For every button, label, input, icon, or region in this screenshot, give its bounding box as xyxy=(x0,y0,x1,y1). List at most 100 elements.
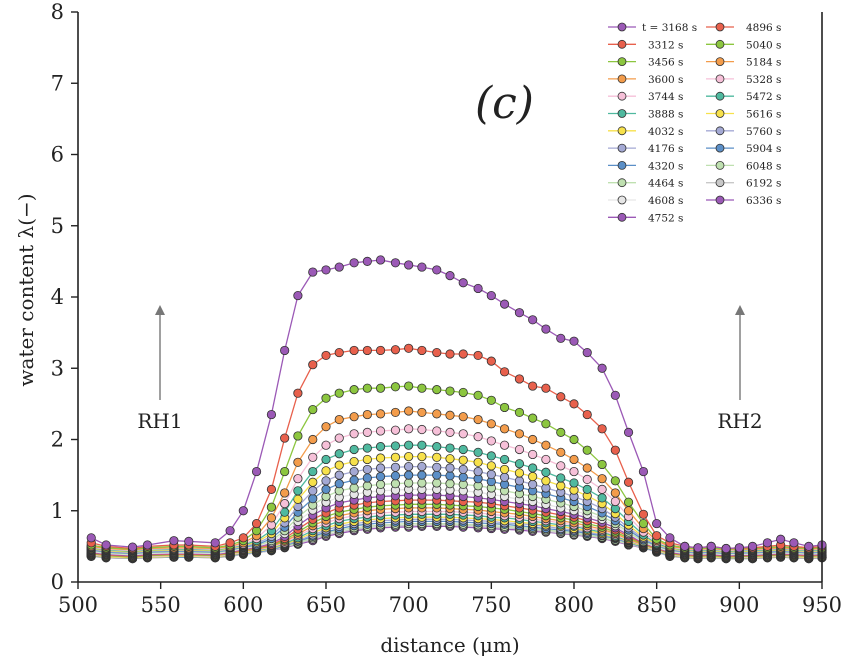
data-point xyxy=(804,541,814,551)
data-point xyxy=(375,255,386,265)
data-point xyxy=(280,488,290,498)
data-point xyxy=(390,407,401,418)
data-point xyxy=(349,385,359,395)
legend-marker xyxy=(715,178,725,188)
legend-marker xyxy=(715,74,725,84)
legend-label: 5472 s xyxy=(746,91,781,103)
annotation-arrow-head xyxy=(735,305,745,315)
data-point xyxy=(514,308,525,318)
data-point xyxy=(514,374,525,384)
series-line xyxy=(91,455,823,553)
data-point xyxy=(556,427,566,437)
data-point xyxy=(514,476,525,486)
data-point xyxy=(610,390,620,400)
legend-marker xyxy=(715,109,725,118)
data-point xyxy=(321,476,331,486)
data-point xyxy=(569,399,579,409)
data-point xyxy=(334,470,344,480)
series-0 xyxy=(86,255,827,554)
annotation-label: RH2 xyxy=(717,409,762,433)
legend-entry: 4608 s xyxy=(608,195,683,207)
data-point xyxy=(514,468,525,478)
annotation-label: RH1 xyxy=(137,409,182,433)
data-point xyxy=(404,381,414,391)
data-point xyxy=(458,455,468,465)
data-point xyxy=(362,345,372,356)
data-point xyxy=(432,452,442,462)
legend-marker xyxy=(617,22,627,32)
y-tick-label: 4 xyxy=(51,285,64,309)
data-point xyxy=(321,422,331,432)
data-point xyxy=(417,461,427,472)
data-point xyxy=(375,471,386,482)
data-point xyxy=(293,457,303,467)
data-point xyxy=(473,350,483,361)
data-point xyxy=(458,464,468,475)
data-point xyxy=(597,424,607,434)
data-point xyxy=(280,466,290,477)
data-point xyxy=(334,262,344,272)
data-point xyxy=(569,336,579,346)
legend-entry: 5184 s xyxy=(706,57,781,69)
data-point xyxy=(582,484,592,494)
legend-label: 5904 s xyxy=(746,143,781,155)
legend-marker xyxy=(617,39,627,49)
data-point xyxy=(417,345,427,356)
legend-label: 5184 s xyxy=(746,57,781,69)
data-point xyxy=(280,499,290,509)
legend-entry: 5040 s xyxy=(706,39,781,51)
data-point xyxy=(404,260,414,270)
legend-entry: 4752 s xyxy=(608,212,683,224)
data-point xyxy=(623,427,634,437)
legend: t = 3168 s 3312 s 3456 s 3600 s 3744 s 3888 s… xyxy=(608,22,781,224)
data-point xyxy=(597,484,607,494)
data-point xyxy=(417,451,427,462)
legend-label: 4320 s xyxy=(648,160,683,172)
data-point xyxy=(445,479,455,489)
data-point xyxy=(556,392,566,402)
legend-label: 4896 s xyxy=(746,22,781,34)
legend-label: 6048 s xyxy=(746,160,781,172)
data-point xyxy=(334,449,344,459)
legend-marker xyxy=(715,160,725,170)
data-point xyxy=(308,477,318,487)
x-tick-label: 650 xyxy=(306,593,346,617)
data-point xyxy=(623,497,634,507)
data-point xyxy=(184,536,194,546)
legend-marker xyxy=(617,74,627,84)
data-point xyxy=(334,347,344,358)
data-point xyxy=(362,383,372,393)
legend-label: 3456 s xyxy=(648,57,683,69)
data-point xyxy=(528,413,538,423)
data-point xyxy=(390,425,401,435)
legend-label: 3600 s xyxy=(648,74,683,86)
data-point xyxy=(486,290,496,301)
legend-entry: 4896 s xyxy=(706,22,781,34)
data-point xyxy=(582,409,592,420)
data-point xyxy=(680,541,690,551)
legend-label: 5040 s xyxy=(746,39,781,51)
data-point xyxy=(734,543,744,553)
legend-marker xyxy=(617,126,627,136)
x-tick-label: 800 xyxy=(554,593,594,617)
legend-entry: 4176 s xyxy=(608,143,683,155)
legend-marker xyxy=(617,160,627,170)
data-point xyxy=(432,442,442,452)
data-point xyxy=(569,466,579,477)
legend-marker xyxy=(715,195,725,205)
series-6 xyxy=(86,451,827,557)
data-point xyxy=(528,315,538,325)
data-point xyxy=(528,479,538,489)
data-point xyxy=(623,506,634,516)
data-point xyxy=(432,347,442,358)
data-point xyxy=(445,463,455,473)
data-point xyxy=(458,472,468,482)
data-point xyxy=(349,483,359,493)
data-point xyxy=(266,502,277,512)
data-point xyxy=(569,434,579,445)
data-point xyxy=(417,478,427,488)
data-point xyxy=(349,456,359,467)
data-point xyxy=(266,484,277,494)
legend-marker xyxy=(715,57,725,66)
data-point xyxy=(404,478,414,488)
